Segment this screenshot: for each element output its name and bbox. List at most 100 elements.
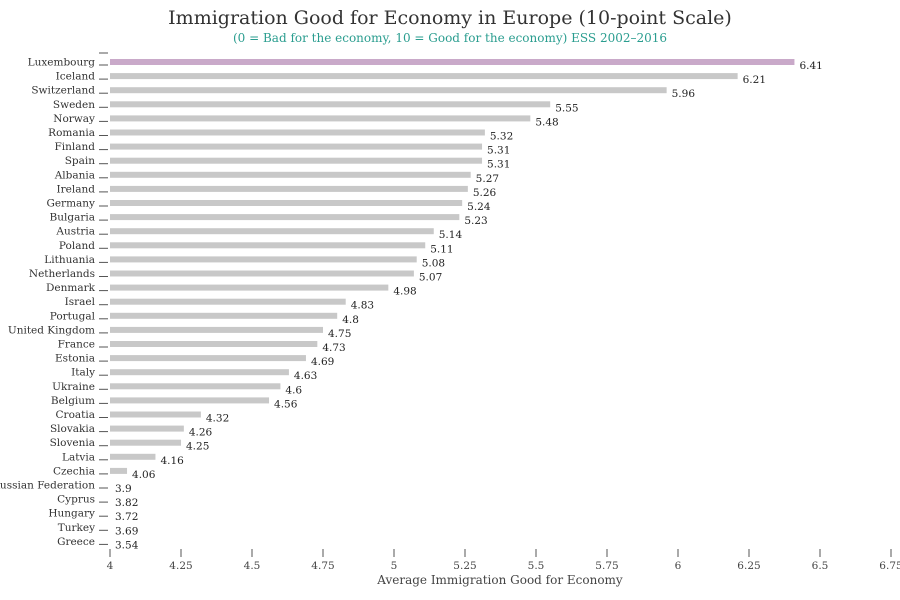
x-tick-label: 4.75 — [311, 560, 334, 572]
value-label: 4.63 — [294, 370, 317, 382]
value-label: 5.08 — [422, 257, 445, 269]
x-tick-label: 5.75 — [595, 560, 618, 572]
value-label: 5.48 — [535, 116, 558, 128]
value-label: 4.98 — [393, 286, 416, 298]
x-tick-label: 5.5 — [528, 560, 545, 572]
bar — [110, 228, 434, 235]
value-label: 4.56 — [274, 398, 298, 410]
category-label: Germany — [46, 198, 95, 210]
value-label: 5.11 — [430, 243, 453, 255]
bar — [110, 171, 471, 178]
category-label: Albania — [54, 169, 95, 181]
value-label: 3.9 — [115, 483, 132, 495]
category-label: Greece — [57, 536, 95, 548]
value-label: 5.96 — [672, 88, 696, 100]
value-label: 3.69 — [115, 525, 138, 537]
bar — [110, 101, 551, 108]
bar — [110, 326, 323, 333]
bar — [110, 242, 426, 249]
bar — [110, 284, 389, 291]
bar — [110, 129, 485, 136]
category-label: Czechia — [53, 465, 95, 477]
value-label: 5.14 — [439, 229, 463, 241]
bar — [110, 270, 414, 277]
bar — [110, 298, 346, 305]
bar — [110, 355, 306, 362]
x-axis-title: Average Immigration Good for Economy — [376, 573, 623, 587]
x-tick-label: 6.5 — [812, 560, 829, 572]
x-axis: 4 4.25 4.5 4.75 5 5.25 5.5 5.75 6 6.25 6.5 6.75 — [99, 52, 900, 572]
bar — [110, 59, 795, 65]
x-tick-label: 6.25 — [737, 560, 760, 572]
bar — [110, 383, 281, 390]
bar — [110, 185, 468, 192]
bar — [110, 411, 201, 418]
value-label: 5.31 — [487, 145, 510, 157]
bar — [110, 425, 184, 432]
category-label: France — [58, 339, 95, 351]
bar — [110, 200, 463, 206]
value-label: 5.23 — [464, 215, 487, 227]
category-label: Iceland — [56, 71, 96, 83]
category-label: Italy — [71, 367, 95, 379]
value-label: 5.24 — [467, 201, 491, 213]
category-label: Luxembourg — [28, 57, 96, 69]
category-label: United Kingdom — [8, 324, 95, 336]
category-label: Finland — [54, 141, 95, 153]
category-label: Croatia — [56, 409, 95, 421]
category-label: Turkey — [58, 522, 95, 534]
value-label: 4.6 — [285, 384, 302, 396]
value-label: 3.82 — [115, 497, 138, 509]
x-tick-label: 6 — [675, 560, 682, 572]
chart-subtitle: (0 = Bad for the economy, 10 = Good for … — [232, 31, 668, 45]
x-tick-label: 5 — [391, 560, 398, 572]
category-label: Bulgaria — [50, 212, 95, 224]
category-label: Norway — [53, 113, 95, 125]
bar — [110, 87, 667, 94]
category-label: Hungary — [48, 508, 95, 520]
category-label: Israel — [65, 296, 96, 308]
x-tick-label: 4.5 — [244, 560, 261, 572]
bar — [110, 256, 417, 263]
category-label: Russian Federation — [0, 480, 95, 492]
value-label: 3.72 — [115, 511, 138, 523]
bar — [110, 214, 460, 221]
value-label: 4.73 — [322, 342, 345, 354]
value-label: 4.69 — [311, 356, 334, 368]
value-label: 6.21 — [743, 74, 766, 86]
value-label: 4.75 — [328, 328, 351, 340]
bar — [110, 115, 531, 122]
value-label: 4.26 — [189, 427, 213, 439]
bar — [110, 369, 289, 376]
bar — [110, 312, 338, 319]
category-label: Netherlands — [29, 268, 95, 280]
category-label: Denmark — [46, 282, 96, 294]
bar — [110, 73, 738, 80]
category-label: Slovenia — [50, 437, 95, 449]
value-label: 5.26 — [473, 187, 497, 199]
bars-group — [110, 59, 795, 474]
labels-group: Luxembourg 6.41 Iceland 6.21 Switzerland 5.96… — [0, 57, 823, 552]
category-label: Slovakia — [50, 423, 95, 435]
value-label: 4.25 — [186, 441, 209, 453]
value-label: 4.06 — [132, 469, 156, 481]
x-tick-label: 6.75 — [879, 560, 900, 572]
x-tick-label: 5.25 — [453, 560, 476, 572]
bar — [110, 439, 181, 446]
bar — [110, 397, 270, 404]
category-label: Portugal — [50, 310, 96, 322]
x-tick-label: 4.25 — [169, 560, 192, 572]
value-label: 4.16 — [160, 455, 184, 467]
value-label: 5.07 — [419, 272, 442, 284]
bar — [110, 157, 483, 164]
value-label: 5.32 — [490, 131, 513, 143]
bar — [110, 341, 318, 347]
category-label: Ireland — [57, 183, 96, 195]
category-label: Sweden — [53, 99, 95, 111]
value-label: 5.27 — [476, 173, 499, 185]
category-label: Spain — [65, 155, 96, 167]
bar — [110, 467, 128, 474]
value-label: 5.31 — [487, 159, 510, 171]
category-label: Belgium — [51, 395, 95, 407]
x-tick-label: 4 — [107, 560, 114, 572]
